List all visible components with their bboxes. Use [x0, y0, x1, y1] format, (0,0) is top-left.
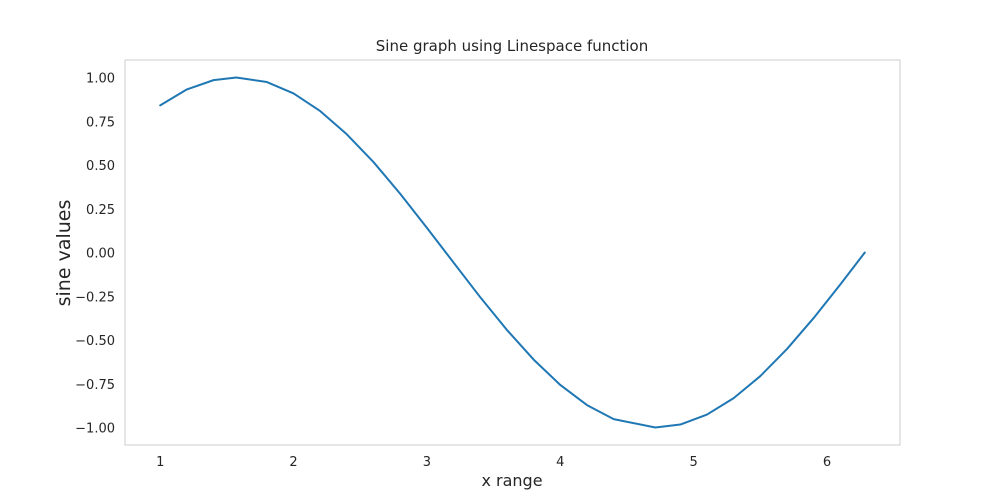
y-axis-ticks: 1.00 0.75 0.50 0.25 0.00 −0.25 −0.50 −0.75 −1.00	[75, 72, 115, 437]
y-tick-label: 1.00	[86, 72, 115, 87]
x-tick-label: 5	[690, 455, 698, 470]
plot-area-frame	[124, 59, 901, 446]
y-tick-label: −1.00	[75, 422, 115, 437]
x-axis-ticks: 1 2 3 4 5 6	[156, 455, 831, 470]
x-tick-label: 3	[423, 455, 431, 470]
x-tick-label: 6	[823, 455, 831, 470]
chart-title: Sine graph using Linespace function	[376, 37, 648, 55]
sine-series-line	[159, 76, 866, 429]
y-tick-label: −0.25	[75, 290, 115, 305]
x-tick-label: 4	[556, 455, 564, 470]
x-tick-label: 1	[156, 455, 164, 470]
y-tick-label: 0.50	[86, 159, 115, 174]
y-axis-label: sine values	[53, 200, 75, 307]
y-tick-label: −0.75	[75, 378, 115, 393]
y-tick-label: 0.25	[86, 203, 115, 218]
y-tick-label: 0.75	[86, 115, 115, 130]
series-layer	[159, 76, 866, 429]
x-tick-label: 2	[289, 455, 297, 470]
y-tick-label: −0.50	[75, 334, 115, 349]
x-axis-label: x range	[481, 471, 542, 490]
y-tick-label: 0.00	[86, 247, 115, 262]
